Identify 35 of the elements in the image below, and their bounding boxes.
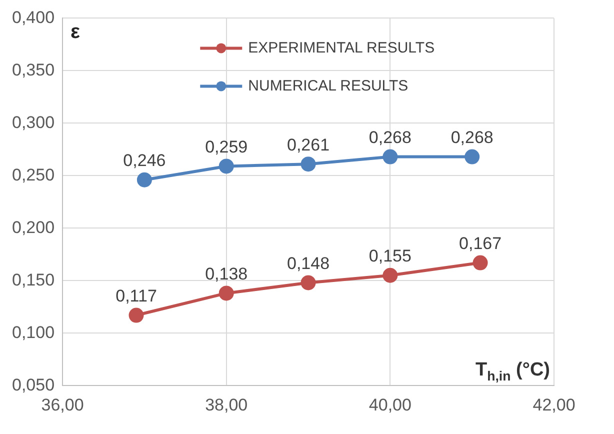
data-label: 0,259 [205,137,248,156]
y-tick-label: 0,050 [12,375,55,394]
point [218,158,234,174]
y-tick-label: 0,250 [12,165,55,184]
point [218,286,234,301]
point [472,255,488,270]
y-tick-label: 0,350 [12,60,55,80]
point [128,308,144,323]
point [300,275,316,290]
data-label: 0,261 [286,135,330,154]
x-tick-label: 40,00 [368,395,412,414]
point [382,149,398,164]
y-tick-label: 0,100 [12,322,55,342]
point [464,149,480,164]
point [300,156,316,172]
x-tick-label: 38,00 [205,395,248,414]
y-tick-label: 0,200 [12,218,55,237]
y-tick-label: 0,400 [12,8,55,27]
data-label: 0,268 [368,128,412,147]
y-axis-title: ε [70,21,81,44]
point [136,172,152,188]
y-tick-label: 0,150 [12,270,55,290]
data-label: 0,167 [459,234,502,253]
data-label: 0,246 [123,151,166,170]
data-label: 0,117 [116,286,157,306]
x-tick-label: 36,00 [41,395,84,414]
data-label: 0,138 [205,264,248,284]
legend-label: EXPERIMENTAL RESULTS [248,39,435,56]
data-label: 0,155 [368,246,412,266]
data-label: 0,268 [450,128,494,147]
legend-label: NUMERICAL RESULTS [248,77,408,94]
x-tick-label: 42,00 [532,395,576,414]
y-tick-label: 0,300 [12,112,55,132]
data-label: 0,148 [286,254,330,273]
point [382,268,398,283]
